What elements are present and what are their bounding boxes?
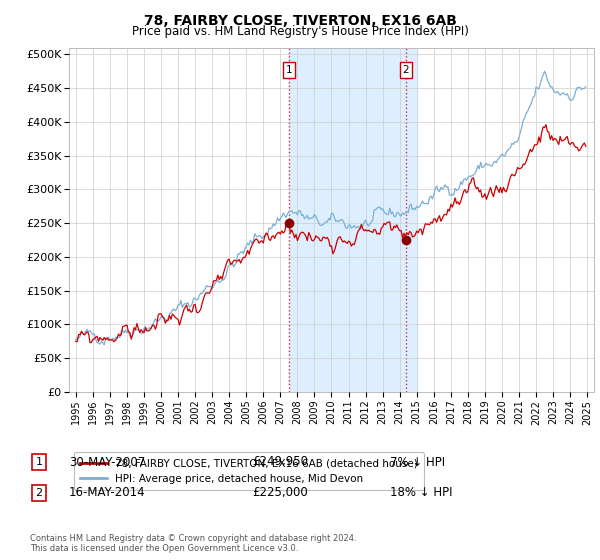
- Text: 30-MAY-2007: 30-MAY-2007: [69, 455, 145, 469]
- Text: 1: 1: [35, 457, 43, 467]
- Text: £225,000: £225,000: [252, 486, 308, 500]
- Bar: [289, 48, 417, 392]
- Text: Contains HM Land Registry data © Crown copyright and database right 2024.
This d: Contains HM Land Registry data © Crown c…: [30, 534, 356, 553]
- Text: 16-MAY-2014: 16-MAY-2014: [69, 486, 146, 500]
- Text: Price paid vs. HM Land Registry's House Price Index (HPI): Price paid vs. HM Land Registry's House …: [131, 25, 469, 38]
- Text: 7% ↓ HPI: 7% ↓ HPI: [390, 455, 445, 469]
- Text: 78, FAIRBY CLOSE, TIVERTON, EX16 6AB: 78, FAIRBY CLOSE, TIVERTON, EX16 6AB: [143, 14, 457, 28]
- Text: 2: 2: [403, 65, 409, 75]
- Text: 18% ↓ HPI: 18% ↓ HPI: [390, 486, 452, 500]
- Text: 2: 2: [35, 488, 43, 498]
- Text: £249,950: £249,950: [252, 455, 308, 469]
- Legend: 78, FAIRBY CLOSE, TIVERTON, EX16 6AB (detached house), HPI: Average price, detac: 78, FAIRBY CLOSE, TIVERTON, EX16 6AB (de…: [74, 452, 424, 490]
- Text: 1: 1: [286, 65, 292, 75]
